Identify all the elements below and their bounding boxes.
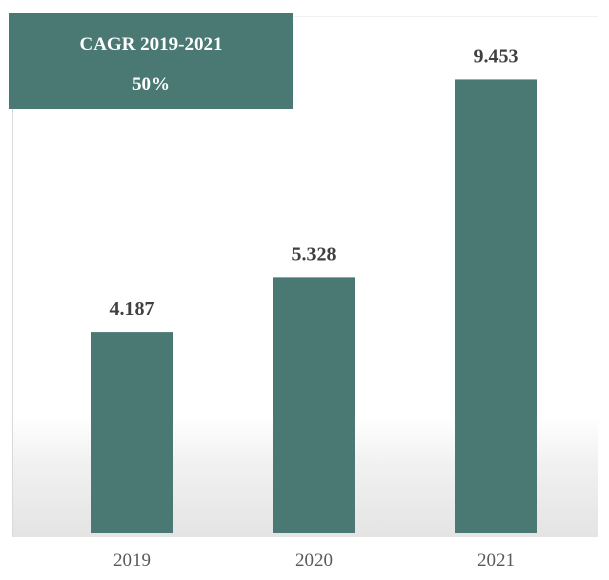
- data-label-2019: 4.187: [110, 298, 155, 320]
- data-label-2021: 9.453: [474, 45, 519, 67]
- x-tick-label-2019: 2019: [113, 550, 151, 571]
- cagr-label: CAGR 2019-2021: [79, 34, 223, 55]
- cagr-annotation-box: CAGR 2019-2021 50%: [9, 13, 293, 109]
- x-tick-label-2021: 2021: [477, 550, 515, 571]
- x-tick-label-2020: 2020: [295, 550, 333, 571]
- data-label-2020: 5.328: [292, 243, 337, 265]
- bar-2019: [91, 332, 173, 533]
- bar-2020: [273, 277, 355, 533]
- cagr-value: 50%: [132, 74, 170, 95]
- bar-2021: [455, 79, 537, 534]
